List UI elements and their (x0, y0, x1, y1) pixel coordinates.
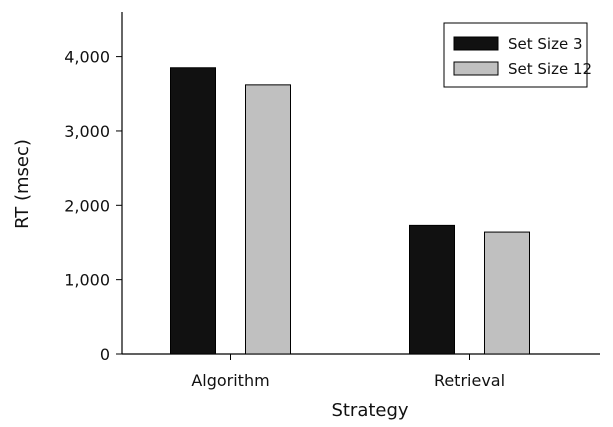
bar-set-size-12-retrieval (484, 231, 530, 355)
legend-swatch-set-size-12 (453, 61, 499, 76)
y-axis-ticks: 0 1,000 2,000 3,000 4,000 (64, 48, 122, 364)
x-axis-title: Strategy (331, 400, 408, 421)
bar-set-size-12-algorithm (245, 84, 291, 355)
bar-set-size-3-algorithm (170, 67, 216, 355)
legend-swatch-set-size-3 (453, 36, 499, 51)
x-tick-label: Retrieval (434, 371, 505, 390)
y-tick-label: 2,000 (64, 196, 110, 215)
legend: Set Size 3 Set Size 12 (443, 22, 592, 88)
x-tick-label: Algorithm (191, 371, 269, 390)
bars (170, 67, 530, 355)
legend-frame (443, 22, 588, 88)
y-tick-label: 3,000 (64, 122, 110, 141)
bar-set-size-3-retrieval (409, 224, 455, 355)
y-tick-label: 1,000 (64, 271, 110, 290)
y-tick-label: 4,000 (64, 48, 110, 67)
y-axis-title: RT (msec) (12, 139, 33, 229)
x-axis-ticks: Algorithm Retrieval (191, 354, 505, 390)
legend-label-set-size-12: Set Size 12 (508, 60, 592, 78)
y-tick-label: 0 (100, 345, 110, 364)
legend-label-set-size-3: Set Size 3 (508, 35, 583, 53)
